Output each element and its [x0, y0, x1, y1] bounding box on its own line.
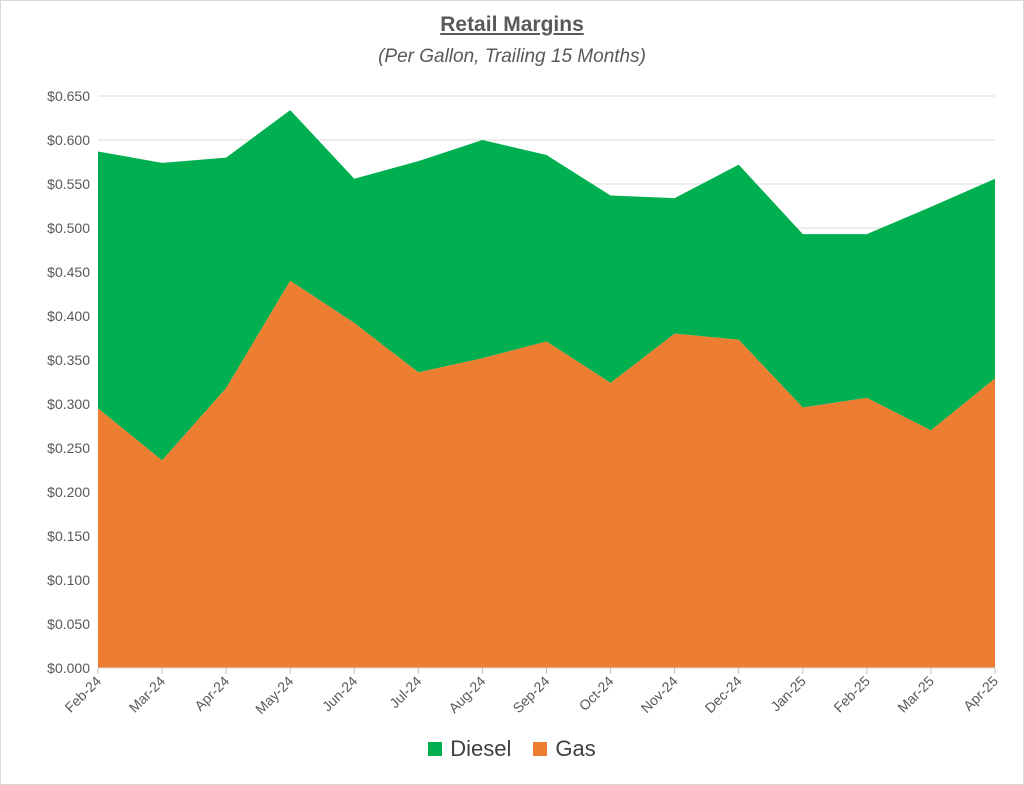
y-tick-label: $0.350 — [47, 352, 90, 368]
x-tick-label: Feb-24 — [61, 673, 104, 716]
series-area-gas — [98, 280, 995, 668]
legend-swatch-gas — [533, 742, 548, 756]
chart-legend: Diesel Gas — [0, 736, 1024, 762]
series-area-diesel — [98, 110, 995, 461]
y-tick-label: $0.000 — [47, 660, 90, 676]
legend-label-gas: Gas — [555, 736, 596, 761]
y-tick-label: $0.200 — [47, 484, 90, 500]
y-tick-label: $0.550 — [47, 176, 90, 192]
y-tick-label: $0.250 — [47, 440, 90, 456]
chart-subtitle: (Per Gallon, Trailing 15 Months) — [378, 46, 646, 67]
x-tick-label: Mar-25 — [894, 673, 937, 716]
y-tick-label: $0.400 — [47, 308, 90, 324]
x-tick-label: Aug-24 — [445, 673, 488, 716]
x-tick-label: Apr-25 — [960, 673, 1001, 714]
x-tick-label: May-24 — [252, 673, 296, 717]
y-tick-label: $0.300 — [47, 396, 90, 412]
x-tick-label: Mar-24 — [126, 673, 169, 716]
x-tick-label: Feb-25 — [830, 673, 873, 716]
chart-title: Retail Margins — [440, 13, 584, 36]
y-tick-label: $0.650 — [47, 88, 90, 104]
y-tick-label: $0.150 — [47, 528, 90, 544]
x-tick-label: Jun-24 — [319, 673, 361, 715]
x-tick-label: Jan-25 — [767, 673, 809, 715]
y-tick-label: $0.450 — [47, 264, 90, 280]
legend-item-gas: Gas — [533, 736, 596, 762]
legend-label-diesel: Diesel — [450, 736, 512, 761]
legend-swatch-diesel — [428, 742, 443, 756]
x-tick-label: Nov-24 — [638, 673, 681, 716]
x-tick-label: Dec-24 — [702, 673, 745, 716]
legend-item-diesel: Diesel — [428, 736, 511, 762]
y-tick-label: $0.500 — [47, 220, 90, 236]
x-tick-label: Oct-24 — [576, 673, 617, 714]
x-tick-label: Apr-24 — [191, 673, 232, 714]
x-tick-label: Sep-24 — [509, 673, 552, 716]
y-tick-label: $0.050 — [47, 616, 90, 632]
y-tick-label: $0.100 — [47, 572, 90, 588]
y-tick-label: $0.600 — [47, 132, 90, 148]
x-tick-label: Jul-24 — [386, 673, 424, 711]
